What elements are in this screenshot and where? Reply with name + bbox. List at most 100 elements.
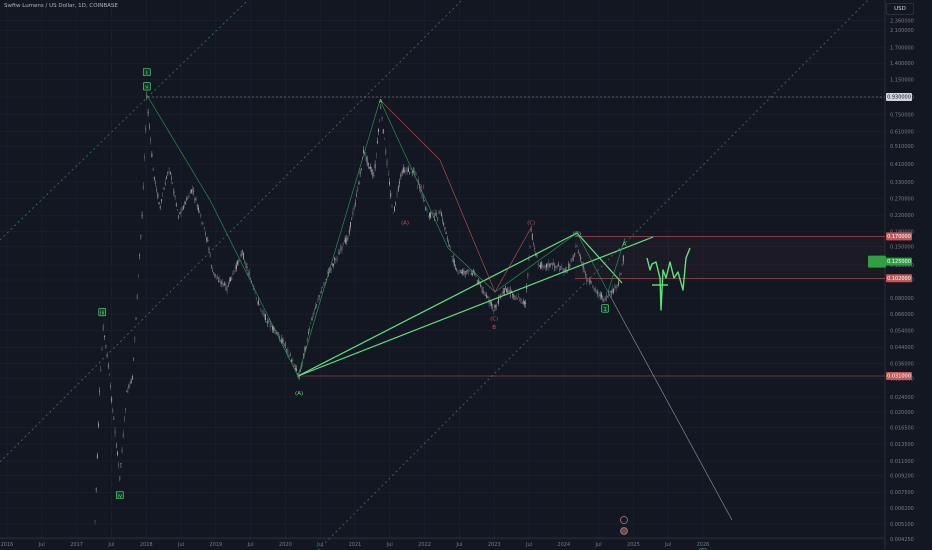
candle-body xyxy=(602,295,604,301)
candle-body xyxy=(608,294,610,296)
currency-selector[interactable]: USD xyxy=(886,3,914,15)
x-tick-label: 2023 xyxy=(488,542,501,548)
candle-body xyxy=(402,167,404,173)
y-tick-label: 0.066000 xyxy=(890,312,914,318)
candle-body xyxy=(263,314,265,317)
candle-body xyxy=(256,302,258,304)
candle-body xyxy=(105,344,107,346)
candle-body xyxy=(224,283,226,286)
candle-body xyxy=(555,265,557,268)
candle-body xyxy=(214,273,216,277)
candle-body xyxy=(481,286,483,291)
candle-body xyxy=(244,261,246,263)
candle-body xyxy=(382,129,384,134)
price-tag xyxy=(886,232,912,241)
candle-body xyxy=(353,206,355,210)
y-tick-label: 0.270000 xyxy=(890,196,914,202)
candle-body xyxy=(387,174,389,175)
candle-body xyxy=(308,332,309,334)
y-tick-label: 1.700000 xyxy=(890,45,914,51)
candle-body xyxy=(99,390,101,392)
candle-body xyxy=(415,172,417,176)
candle-body xyxy=(343,240,345,243)
candle-body xyxy=(288,354,290,357)
hand-drawn-projection xyxy=(646,247,691,311)
candle-body xyxy=(265,314,266,320)
candle-body xyxy=(493,309,495,312)
candle-body xyxy=(96,454,98,459)
candle-body xyxy=(483,294,485,296)
price-zone xyxy=(575,236,885,279)
candle-body xyxy=(354,202,356,204)
candle-body xyxy=(341,245,343,251)
candle-body xyxy=(258,300,259,304)
candle-body xyxy=(289,353,291,356)
candle-body xyxy=(587,279,589,281)
candle-body xyxy=(605,295,607,301)
candle-body xyxy=(538,265,540,266)
candle-body xyxy=(407,168,409,172)
candle-body xyxy=(213,272,215,273)
candle-body xyxy=(322,287,324,288)
candle-body xyxy=(533,242,534,245)
wave-label: v xyxy=(145,85,149,91)
candle-body xyxy=(168,168,170,170)
candle-body xyxy=(577,252,579,253)
candle-body xyxy=(336,258,338,260)
candle-body xyxy=(157,193,159,198)
candle-body xyxy=(104,335,106,337)
candle-body xyxy=(385,149,387,154)
candle-body xyxy=(142,185,144,189)
candle-body xyxy=(272,326,273,330)
y-tick-label: 0.080000 xyxy=(890,296,914,302)
candle-body xyxy=(205,232,206,236)
candle-body xyxy=(434,212,436,216)
candle-body xyxy=(400,174,402,177)
candle-body xyxy=(321,290,322,294)
candle-body xyxy=(365,155,367,159)
candle-body xyxy=(509,290,511,295)
candle-body xyxy=(593,288,595,291)
candle-body xyxy=(467,269,468,272)
candle-body xyxy=(470,273,472,275)
candle-body xyxy=(569,264,571,266)
candle-body xyxy=(192,189,194,191)
candle-body xyxy=(376,141,378,144)
candle-body xyxy=(562,268,564,273)
candle-body xyxy=(128,384,130,388)
candle-body xyxy=(158,202,160,205)
candle-body xyxy=(571,257,573,261)
y-tick-label: 0.013500 xyxy=(890,442,914,448)
candle-body xyxy=(406,167,408,173)
candle-body xyxy=(504,286,506,288)
candle-body xyxy=(594,288,596,292)
price-tag-label: 0.170000 xyxy=(887,234,911,240)
candle-body xyxy=(203,227,205,229)
trendline xyxy=(576,232,623,284)
candle-body xyxy=(179,212,181,214)
candle-body xyxy=(159,206,161,209)
candle-body xyxy=(461,272,462,274)
candle-body xyxy=(413,170,414,172)
candle-body xyxy=(112,409,114,412)
candle-body xyxy=(342,242,344,244)
y-tick-label: 2.100000 xyxy=(890,28,914,34)
candle-body xyxy=(497,298,499,304)
candle-body xyxy=(516,298,518,300)
wave-label: (A) xyxy=(295,391,303,397)
candle-body xyxy=(620,273,622,275)
candle-body xyxy=(426,209,428,211)
candle-body xyxy=(489,300,491,304)
candle-body xyxy=(473,269,475,272)
candle-body xyxy=(604,297,606,301)
candle-body xyxy=(622,255,624,262)
candle-body xyxy=(384,138,385,140)
candle-body xyxy=(621,264,623,266)
candle-body xyxy=(102,325,104,331)
candle-body xyxy=(394,206,395,212)
candle-body xyxy=(209,254,211,257)
candle-body xyxy=(615,285,617,289)
candle-body xyxy=(557,264,559,267)
